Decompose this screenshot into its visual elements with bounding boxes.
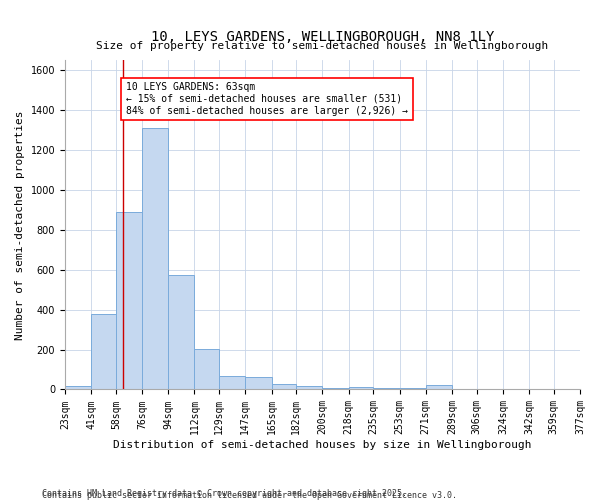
Bar — [194, 348, 219, 390]
X-axis label: Distribution of semi-detached houses by size in Wellingborough: Distribution of semi-detached houses by … — [113, 440, 532, 450]
Bar — [322, 388, 349, 390]
Bar — [296, 386, 322, 390]
Bar — [373, 388, 400, 390]
Text: Size of property relative to semi-detached houses in Wellingborough: Size of property relative to semi-detach… — [97, 40, 548, 50]
Bar — [452, 389, 476, 390]
Bar — [272, 384, 296, 390]
Bar — [349, 388, 373, 390]
Bar — [168, 275, 194, 390]
Bar — [116, 212, 142, 390]
Bar — [400, 388, 426, 390]
Bar — [245, 376, 272, 390]
Text: Contains HM Land Registry data © Crown copyright and database right 2025.: Contains HM Land Registry data © Crown c… — [42, 488, 407, 498]
Bar — [219, 376, 245, 390]
Y-axis label: Number of semi-detached properties: Number of semi-detached properties — [15, 110, 25, 340]
Bar — [142, 128, 168, 390]
Text: 10 LEYS GARDENS: 63sqm
← 15% of semi-detached houses are smaller (531)
84% of se: 10 LEYS GARDENS: 63sqm ← 15% of semi-det… — [126, 82, 408, 116]
Text: Contains public sector information licensed under the Open Government Licence v3: Contains public sector information licen… — [42, 491, 457, 500]
Title: 10, LEYS GARDENS, WELLINGBOROUGH, NN8 1LY: 10, LEYS GARDENS, WELLINGBOROUGH, NN8 1L… — [151, 30, 494, 44]
Bar — [65, 386, 91, 390]
Bar — [426, 386, 452, 390]
Bar — [91, 314, 116, 390]
